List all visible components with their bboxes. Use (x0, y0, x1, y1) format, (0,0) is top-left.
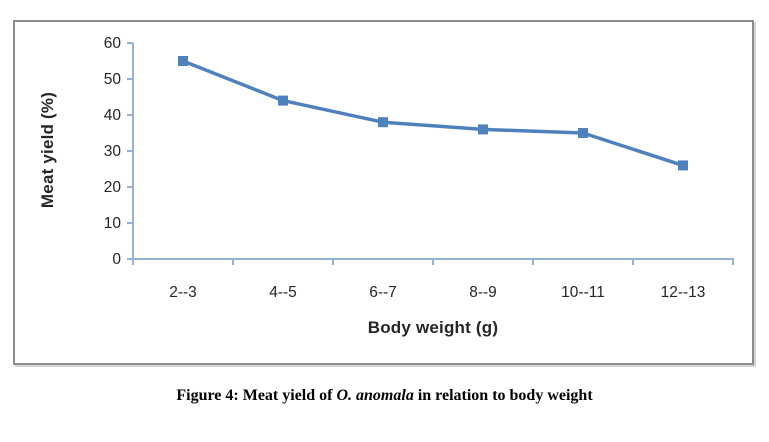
caption-suffix: in relation to body weight (413, 387, 593, 404)
y-axis-title: Meat yield (%) (36, 55, 60, 245)
caption-species-name: O. anomala (336, 387, 414, 404)
caption-prefix: Figure 4: Meat yield of (176, 387, 337, 404)
y-axis-title-text: Meat yield (%) (38, 91, 57, 209)
chart-frame (13, 20, 754, 365)
x-axis-title: Body weight (g) (367, 318, 499, 337)
figure-caption: Figure 4: Meat yield of O. anomala in re… (0, 387, 769, 405)
